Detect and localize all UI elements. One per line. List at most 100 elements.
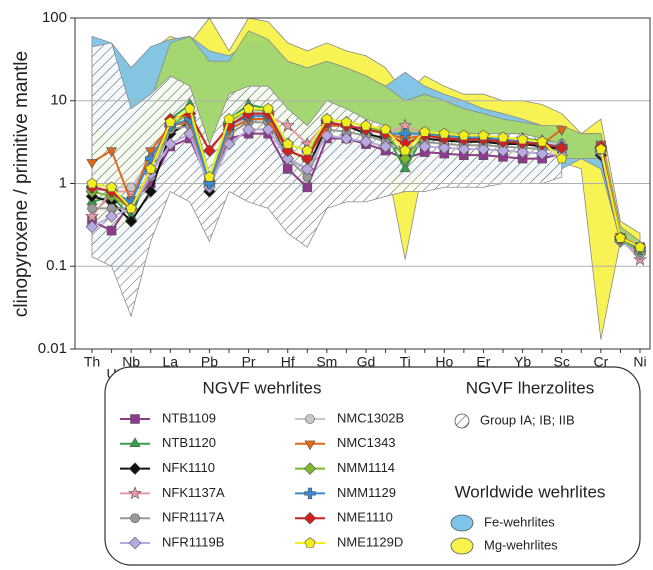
legend-label: NMM1114 <box>337 460 395 475</box>
legend-marker <box>304 487 316 500</box>
legend-box <box>104 366 641 566</box>
data-point <box>301 144 313 156</box>
data-point <box>203 171 215 182</box>
legend-label: NFR1117A <box>162 510 225 525</box>
data-point <box>86 177 98 189</box>
y-tick-label: 100 <box>42 9 67 26</box>
data-point <box>124 214 138 228</box>
x-tick-label: Ti <box>400 354 411 370</box>
legend-label: NFR1119B <box>162 534 224 549</box>
data-point <box>340 116 352 127</box>
y-tick-label: 0.1 <box>46 257 67 274</box>
data-point <box>301 162 314 176</box>
legend-label: Mg-wehrlites <box>484 537 558 552</box>
x-tick-label: Gd <box>357 354 376 370</box>
data-point <box>203 144 216 157</box>
data-point <box>106 225 117 236</box>
data-point <box>398 152 412 165</box>
field-area <box>91 42 563 318</box>
data-point <box>497 131 509 143</box>
data-point <box>477 129 489 141</box>
legend-marker <box>303 511 317 525</box>
x-tick-label: Cr <box>593 354 608 370</box>
x-tick-label: Sm <box>316 354 337 370</box>
x-tick-label: Th <box>84 354 100 370</box>
x-tick-label: Pb <box>201 354 218 370</box>
y-tick-label: 1 <box>59 174 67 191</box>
data-point <box>105 210 118 223</box>
legend-swatch <box>454 413 470 429</box>
plot-area: 0.010.1110100ThUNbTaLaCePbSrPrNdHfZrSmEu… <box>38 9 651 382</box>
legend-label: NMC1302B <box>337 410 404 425</box>
legend-heading: NGVF wehrlites <box>202 378 321 397</box>
legend-marker <box>304 537 316 548</box>
y-axis-label: clinopyroxene / primitive mantle <box>11 51 32 317</box>
data-point <box>85 209 99 223</box>
legend-label: NTB1109 <box>162 410 216 425</box>
data-point <box>457 142 471 156</box>
data-point <box>242 123 255 136</box>
data-point <box>516 145 529 159</box>
y-tick-label: 0.01 <box>38 340 67 357</box>
legend-marker <box>130 414 140 424</box>
x-tick-label: Sc <box>554 354 570 370</box>
legend-heading: NGVF lherzolites <box>466 378 594 397</box>
data-point <box>125 202 137 214</box>
data-point <box>281 152 294 165</box>
legend-marker <box>128 486 142 500</box>
data-point <box>477 142 490 156</box>
data-point <box>302 172 313 182</box>
legend-label: NME1110 <box>337 510 393 525</box>
data-point <box>105 147 118 158</box>
legend-label: NTB1120 <box>162 435 216 450</box>
x-tick-label: Er <box>476 354 490 370</box>
data-point <box>556 152 568 164</box>
legend-marker <box>304 440 316 451</box>
data-point <box>106 203 117 214</box>
data-point <box>261 123 275 136</box>
data-point <box>496 144 510 157</box>
data-point <box>399 162 411 173</box>
legend-marker <box>128 536 142 550</box>
data-point <box>360 119 372 131</box>
data-point <box>556 126 568 136</box>
data-point <box>340 132 353 145</box>
x-tick-label: Nb <box>122 354 140 370</box>
data-point <box>302 182 313 193</box>
legend-marker <box>303 462 317 475</box>
data-point <box>399 127 411 140</box>
data-point <box>399 144 411 156</box>
data-point <box>280 118 295 132</box>
data-point <box>243 102 255 114</box>
data-point <box>282 164 293 174</box>
legend-label: NME1129D <box>337 534 403 549</box>
data-point <box>145 163 157 174</box>
data-point <box>438 141 451 155</box>
axis-frame <box>74 17 651 350</box>
data-point <box>634 241 646 252</box>
data-point <box>86 159 98 169</box>
data-point <box>380 123 392 135</box>
data-point <box>203 177 216 190</box>
data-point <box>164 116 176 127</box>
legend-label: NFK1110 <box>162 460 215 475</box>
data-point <box>87 203 97 214</box>
data-point <box>438 127 450 139</box>
data-point <box>126 182 136 193</box>
data-point <box>535 147 549 160</box>
x-tick-label: Ni <box>633 354 646 370</box>
legend-label: NFK1137A <box>162 485 225 500</box>
data-point <box>379 140 392 153</box>
x-tick-label: La <box>162 354 178 370</box>
data-point <box>301 152 314 165</box>
x-tick-label: U <box>107 366 117 382</box>
data-point <box>595 143 607 154</box>
legend-label: Group IA; IB; IIB <box>480 412 575 427</box>
data-point <box>223 113 235 124</box>
legend-label: Fe-wehrlites <box>484 514 555 529</box>
legend-marker <box>129 437 141 448</box>
data-point <box>517 133 529 145</box>
x-tick-label: Ho <box>435 354 453 370</box>
